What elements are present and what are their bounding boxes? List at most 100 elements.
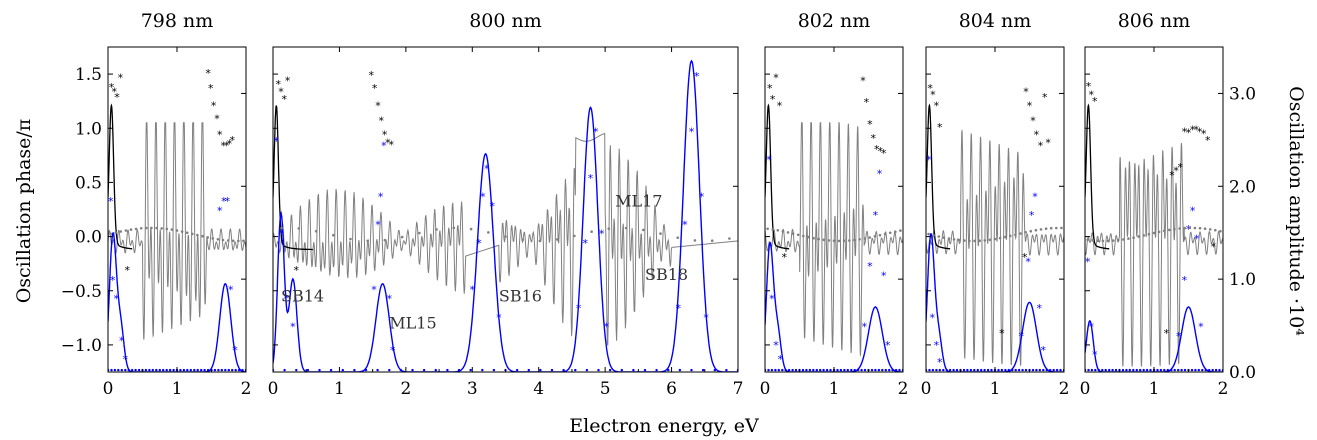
phase-gray-point (170, 228, 174, 231)
phase-gray-point (155, 226, 158, 230)
amplitude-marker: * (1036, 302, 1042, 315)
amplitude-baseline-point (1201, 368, 1204, 372)
phase-gray-point (1003, 235, 1007, 239)
amplitude-marker: * (769, 293, 775, 306)
amplitude-baseline-point (997, 368, 1000, 372)
amplitude-baseline-point (1038, 368, 1042, 372)
amplitude-marker: * (480, 191, 486, 204)
phase-marker: * (1201, 128, 1207, 141)
amplitude-baseline-point (562, 368, 565, 372)
phase-marker: * (294, 264, 300, 277)
amplitude-marker: * (1018, 330, 1024, 343)
amplitude-baseline-point (1139, 368, 1142, 372)
panel-frame (107, 46, 247, 373)
phase-gray-point (366, 239, 370, 243)
phase-line (926, 103, 951, 250)
amplitude-baseline-point (794, 368, 798, 372)
phase-marker: * (1086, 80, 1092, 93)
phase-marker: * (877, 145, 883, 158)
x-tick-label: 2 (1218, 379, 1229, 399)
panel-1: ****************************************… (268, 10, 744, 399)
amplitude-curve (273, 59, 738, 372)
panel-3: ***********************804 nm0 1 2 (921, 10, 1070, 399)
phase-marker: * (125, 264, 131, 277)
phase-gray-point (1044, 227, 1048, 230)
amplitude-marker: * (1041, 344, 1047, 357)
amplitude-baseline-point (787, 368, 791, 372)
amplitude-baseline-point (620, 368, 623, 372)
amplitude-baseline-point (777, 368, 780, 372)
amplitude-marker: * (390, 344, 396, 357)
phase-gray-point (963, 239, 966, 242)
amplitude-baseline-point (945, 368, 948, 372)
phase-gray-point (418, 231, 421, 235)
amplitude-baseline-point (1059, 368, 1062, 372)
phase-marker: * (1173, 164, 1179, 177)
phase-gray-point (1055, 226, 1058, 230)
phase-gray-point (280, 226, 283, 230)
phase-gray-point (1039, 228, 1043, 231)
phase-gray-point (242, 239, 245, 243)
phase-gray-point (1014, 233, 1017, 236)
phase-gray-point (1188, 226, 1192, 230)
phase-gray-point (1173, 227, 1176, 231)
amplitude-baseline-point (969, 368, 973, 372)
phase-gray-point (1203, 227, 1207, 230)
x-tick-label: 2 (400, 379, 411, 399)
y-tick-label-left: −1.0 (61, 336, 102, 356)
amplitude-baseline-point (836, 368, 839, 372)
amplitude-baseline-point (713, 368, 716, 372)
phase-gray-point (1168, 228, 1171, 232)
phase-gray-point (786, 231, 790, 234)
amplitude-baseline-point (1004, 368, 1007, 372)
y-tick-label-left: 0.0 (75, 228, 102, 248)
phase-gray-point (998, 236, 1002, 240)
phase-gray-point (822, 238, 826, 242)
amplitude-marker: * (926, 153, 932, 166)
panel-plot-area: **************************************** (273, 59, 738, 372)
amplitude-curve (108, 232, 246, 372)
phase-gray-point (863, 237, 866, 240)
amplitude-baseline-point (1111, 368, 1114, 372)
amplitude-marker: * (375, 218, 381, 231)
amplitude-baseline-point (843, 368, 846, 372)
phase-gray-point (888, 231, 892, 235)
amplitude-marker: * (1032, 191, 1038, 204)
amplitude-baseline-point (151, 368, 154, 372)
amplitude-baseline-point (1094, 368, 1097, 372)
phase-gray-point (1060, 226, 1063, 230)
phase-marker: * (109, 81, 115, 94)
phase-gray-point (693, 239, 697, 242)
amplitude-baseline-point (388, 368, 391, 372)
phase-marker: * (927, 82, 933, 95)
phase-marker: * (1045, 136, 1051, 149)
peak-annotation: ML17 (615, 191, 662, 210)
y-tick-label-right: 3.0 (1229, 84, 1256, 104)
amplitude-marker: * (108, 195, 114, 208)
phase-gray-point (504, 235, 507, 238)
x-tick-label: 0 (760, 379, 771, 399)
amplitude-baseline-point (1104, 368, 1107, 372)
amplitude-baseline-point (481, 368, 484, 372)
x-tick-label: 5 (600, 379, 611, 399)
amplitude-marker: * (1194, 232, 1200, 245)
amplitude-baseline-point (955, 368, 959, 372)
amplitude-baseline-point (1031, 368, 1035, 372)
amplitude-baseline-point (200, 368, 203, 372)
amplitude-baseline-point (874, 368, 877, 372)
amplitude-baseline-point (829, 368, 832, 372)
amplitude-marker: * (284, 293, 290, 306)
panel-plot-area: ************************ (1085, 80, 1223, 372)
amplitude-baseline-point (942, 368, 945, 372)
amplitude-baseline-point (217, 368, 220, 372)
phase-gray-point (883, 232, 887, 236)
amplitude-marker: * (929, 311, 935, 324)
amplitude-baseline-point (791, 368, 794, 372)
amplitude-baseline-point (643, 368, 647, 372)
phase-marker: * (217, 129, 223, 142)
phase-gray-point (435, 228, 438, 231)
amplitude-baseline-point (144, 368, 148, 372)
amplitude-baseline-point (422, 368, 426, 372)
amplitude-baseline-point (1049, 368, 1052, 372)
amplitude-baseline-point (399, 368, 403, 372)
